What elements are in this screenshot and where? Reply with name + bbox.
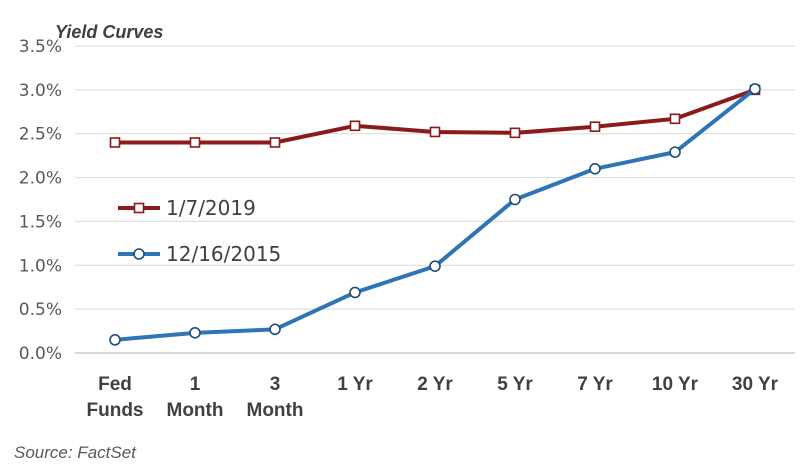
- data-point-square: [669, 113, 681, 125]
- x-tick-label: 7 Yr: [577, 374, 613, 395]
- x-tick-label: Month: [167, 400, 224, 421]
- data-point-circle: [349, 286, 361, 299]
- data-point-circle: [189, 327, 201, 339]
- x-tick-label: 3: [270, 374, 281, 395]
- x-tick-label: 1: [190, 374, 201, 395]
- x-tick-label: Fed: [98, 374, 132, 395]
- data-point-circle: [509, 193, 521, 206]
- chart-text: Yield Curves Source: FactSet: [14, 22, 163, 462]
- data-point-circle: [589, 163, 601, 175]
- x-tick-label: Funds: [87, 400, 144, 421]
- data-point-square: [429, 126, 441, 138]
- data-point-circle: [269, 323, 281, 336]
- data-point-circle: [669, 146, 681, 158]
- x-tick-label: 30 Yr: [732, 374, 779, 395]
- data-point-circle: [749, 83, 761, 95]
- legend-label-2: 12/16/2015: [166, 242, 281, 266]
- y-tick-label: 3.5%: [19, 37, 62, 57]
- chart-source: Source: FactSet: [14, 443, 137, 462]
- legend: 1/7/2019 12/16/2015: [118, 196, 281, 266]
- y-tick-label: 3.0%: [19, 81, 62, 101]
- data-point-square: [589, 121, 601, 132]
- x-tick-label: 10 Yr: [652, 374, 699, 395]
- y-tick-label: 0.5%: [19, 300, 62, 320]
- y-tick-label: 0.0%: [19, 344, 62, 364]
- y-tick-label: 1.0%: [19, 256, 62, 276]
- x-tick-label: 1 Yr: [337, 374, 373, 395]
- x-tick-label: 2 Yr: [417, 374, 453, 395]
- x-tick-label: Month: [247, 400, 304, 421]
- data-point-circle: [429, 260, 441, 272]
- y-tick-label: 2.5%: [19, 125, 62, 145]
- x-tick-label: 5 Yr: [497, 374, 533, 395]
- data-point-square: [109, 137, 121, 148]
- data-point-circle: [109, 334, 121, 346]
- legend-marker-circle: [133, 248, 145, 260]
- chart-title: Yield Curves: [55, 22, 163, 42]
- data-point-square: [269, 137, 281, 148]
- legend-marker-square: [133, 202, 145, 214]
- data-point-square: [349, 120, 361, 132]
- y-tick-label: 1.5%: [19, 212, 62, 232]
- axes: 0.0% 0.5% 1.0% 1.5% 2.0% 2.5% 3.0% 3.5% Fed Funds…: [19, 37, 795, 421]
- legend-label-1: 1/7/2019: [166, 196, 256, 220]
- data-point-square: [509, 127, 521, 139]
- data-point-square: [189, 137, 201, 148]
- y-tick-label: 2.0%: [19, 169, 62, 189]
- series-lines: [109, 83, 761, 346]
